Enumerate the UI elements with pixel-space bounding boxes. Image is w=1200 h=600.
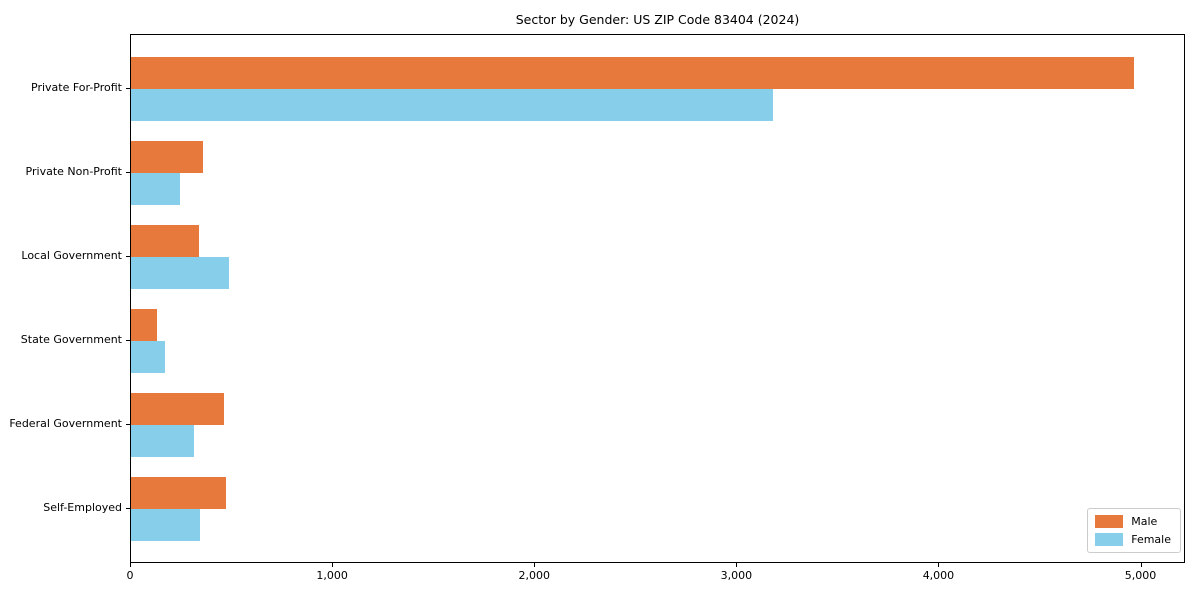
bar-female-local-government	[131, 257, 230, 289]
bar-female-self-employed	[131, 509, 200, 541]
x-tick-mark-2-000	[534, 563, 536, 567]
y-tick-mark-local-government	[126, 256, 130, 257]
x-tick-mark-5-000	[1140, 563, 1142, 567]
x-tick-mark-4-000	[938, 563, 940, 567]
bar-female-private-for-profit	[131, 89, 773, 121]
y-tick-mark-private-non-profit	[126, 172, 130, 173]
bar-male-local-government	[131, 225, 199, 257]
x-tick-mark-0	[130, 563, 131, 567]
x-tick-mark-3-000	[736, 563, 738, 567]
y-tick-label-local-government: Local Government	[21, 249, 122, 262]
x-tick-mark-1-000	[332, 563, 334, 567]
y-tick-mark-state-government	[126, 340, 130, 341]
legend-label-male: Male	[1131, 515, 1158, 528]
legend-item-male: Male	[1095, 515, 1171, 528]
bar-male-self-employed	[131, 477, 226, 509]
plot-area: Male Female	[130, 34, 1185, 563]
legend-swatch-male	[1095, 515, 1124, 528]
legend-swatch-female	[1095, 533, 1124, 546]
bar-female-state-government	[131, 341, 166, 373]
y-tick-label-state-government: State Government	[20, 333, 122, 346]
y-tick-label-private-for-profit: Private For-Profit	[31, 81, 122, 94]
legend-item-female: Female	[1095, 533, 1171, 546]
bar-female-private-non-profit	[131, 173, 180, 205]
bar-female-federal-government	[131, 425, 194, 457]
y-tick-mark-self-employed	[126, 508, 130, 509]
x-tick-label-5-000: 5,000	[1124, 569, 1157, 582]
legend: Male Female	[1087, 508, 1181, 553]
y-tick-label-self-employed: Self-Employed	[43, 501, 122, 514]
y-tick-mark-federal-government	[126, 424, 130, 425]
x-tick-label-1-000: 1,000	[316, 569, 348, 582]
y-tick-label-federal-government: Federal Government	[9, 417, 122, 430]
x-tick-label-0: 0	[126, 569, 134, 582]
x-tick-label-3-000: 3,000	[720, 569, 753, 582]
x-tick-label-4-000: 4,000	[922, 569, 955, 582]
bar-male-private-non-profit	[131, 141, 203, 173]
legend-label-female: Female	[1131, 533, 1171, 546]
bar-male-state-government	[131, 309, 158, 341]
y-tick-label-private-non-profit: Private Non-Profit	[25, 165, 122, 178]
y-tick-mark-private-for-profit	[126, 88, 130, 89]
bar-male-federal-government	[131, 393, 224, 425]
bar-male-private-for-profit	[131, 57, 1135, 89]
chart-title: Sector by Gender: US ZIP Code 83404 (202…	[515, 12, 800, 27]
x-tick-label-2-000: 2,000	[518, 569, 550, 582]
